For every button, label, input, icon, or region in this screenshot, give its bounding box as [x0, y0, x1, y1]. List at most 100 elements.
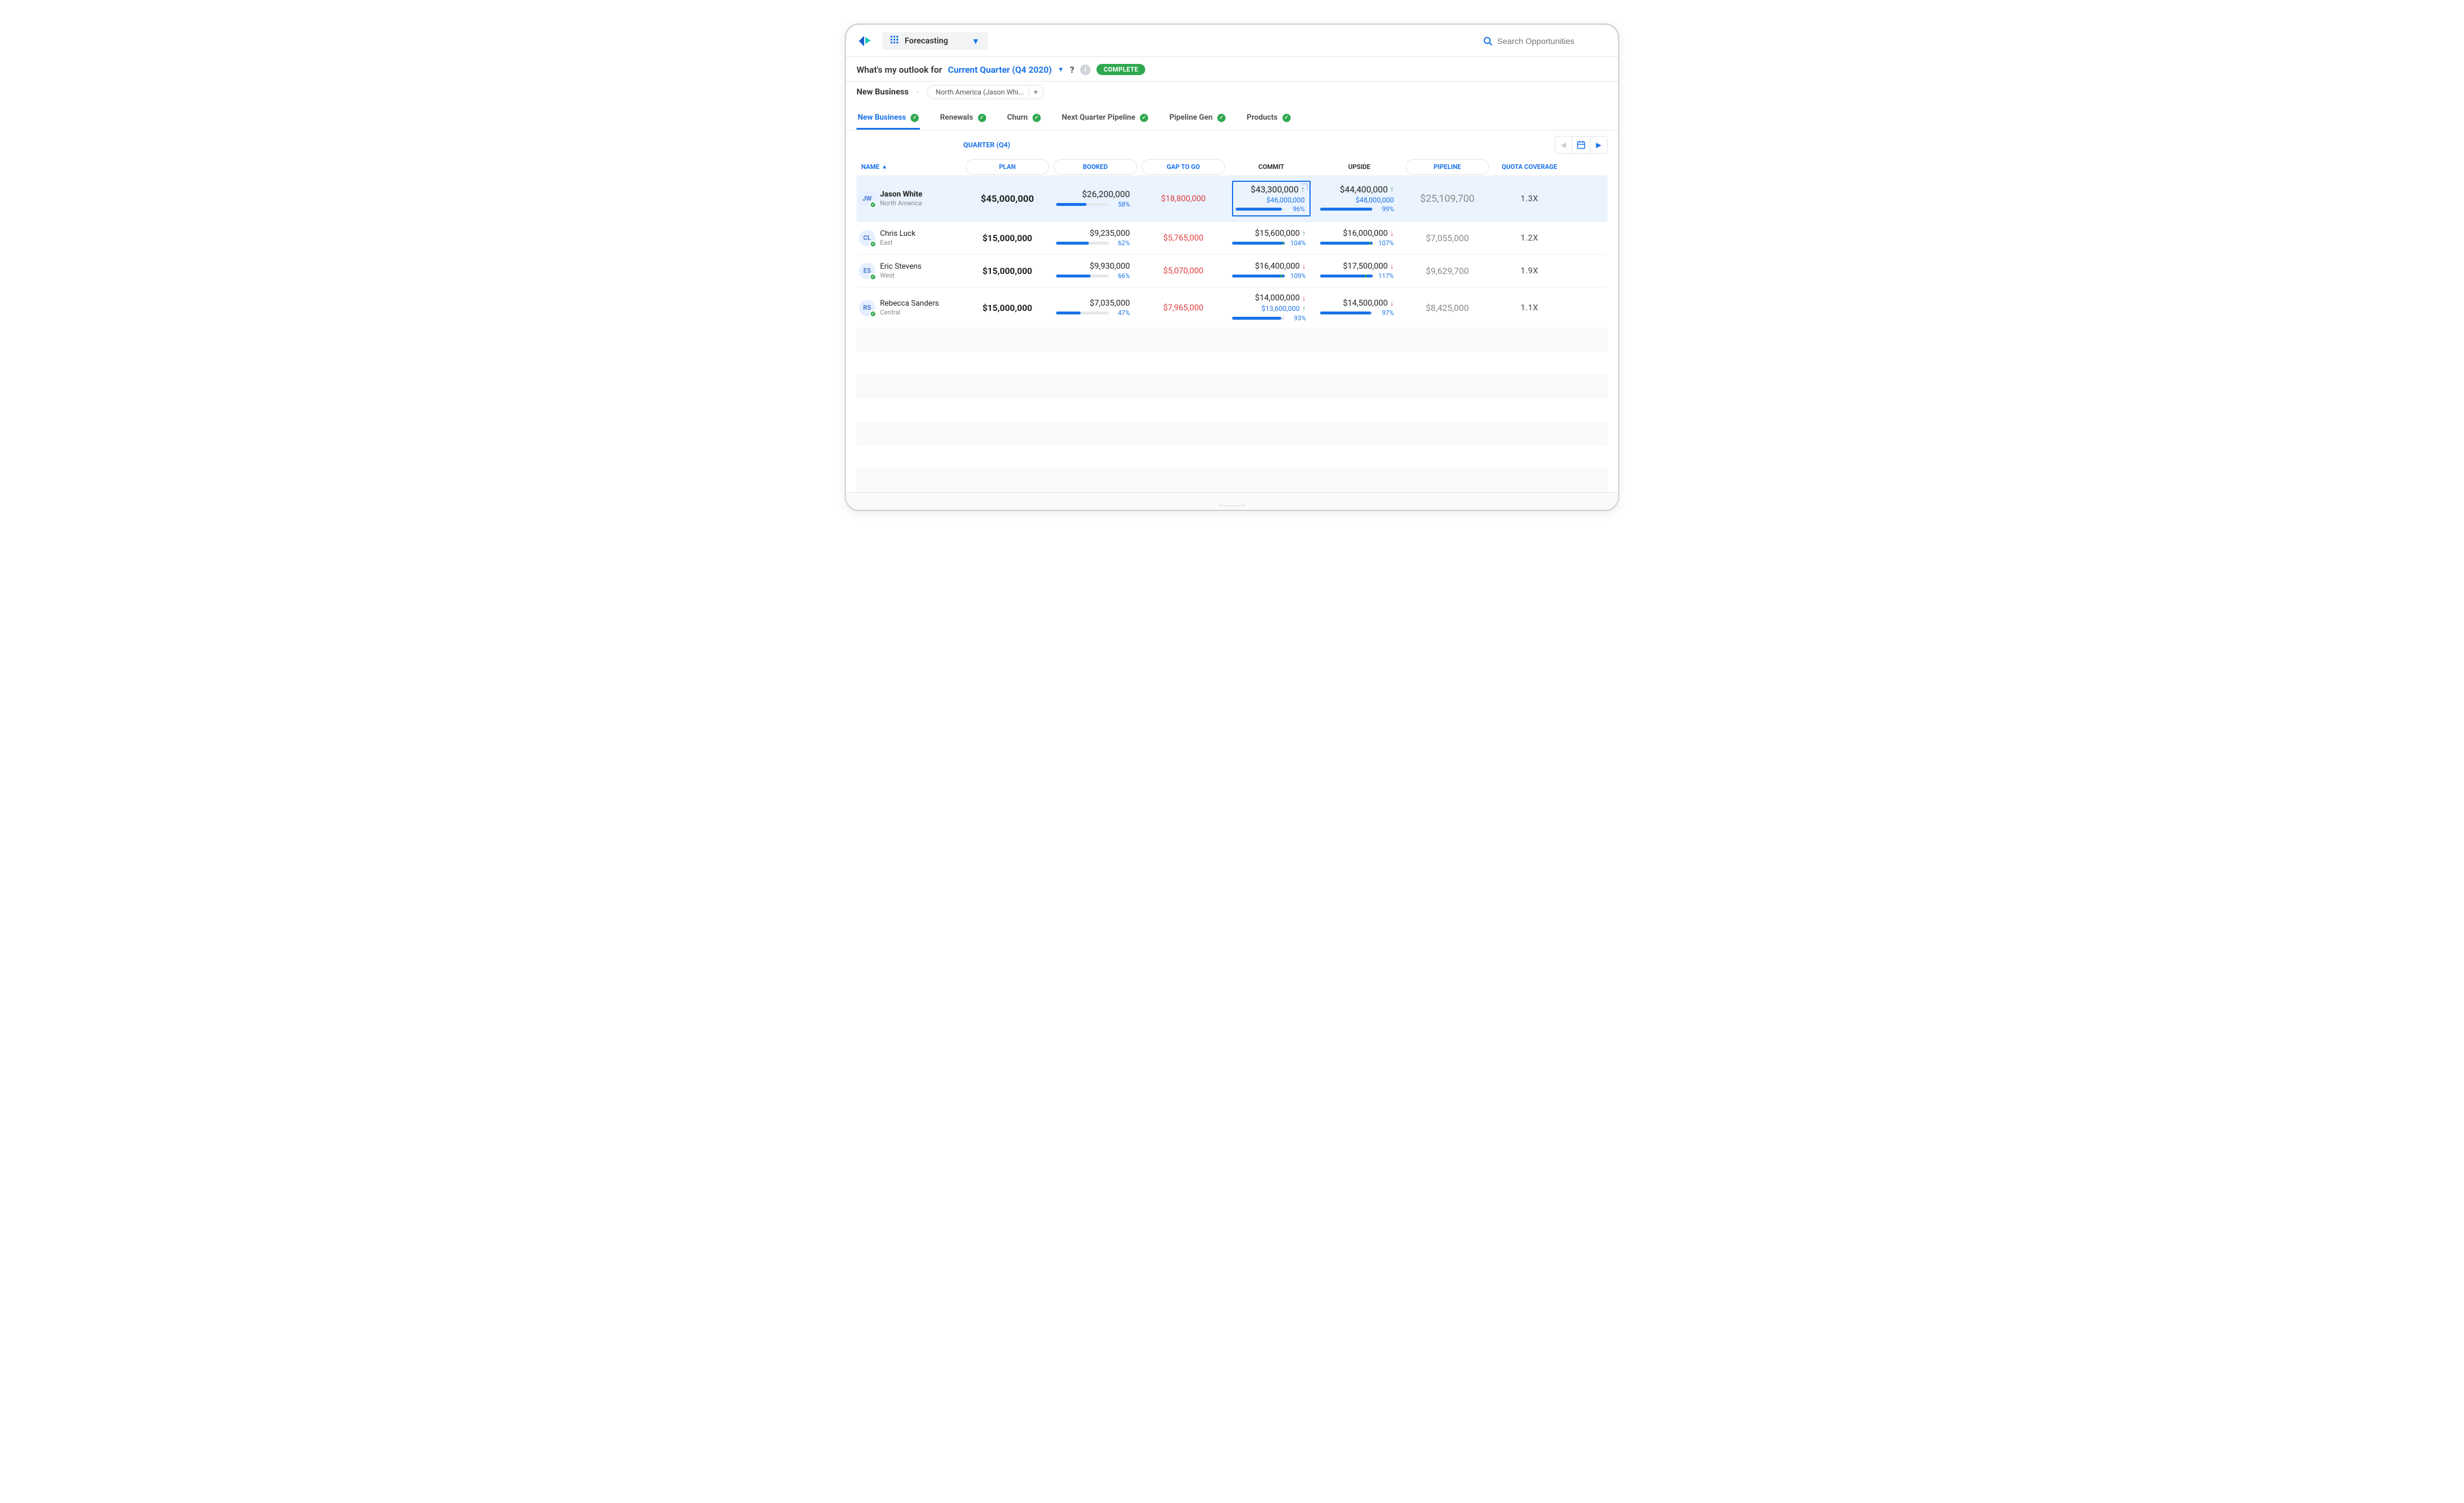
- period-controls: ◀ ▶: [1555, 136, 1607, 154]
- arrow-up-icon: ↑: [1390, 185, 1395, 194]
- progress-pct: 58%: [1112, 201, 1130, 208]
- check-icon: ✓: [869, 310, 876, 317]
- search-input[interactable]: [1497, 36, 1603, 46]
- progress-pct: 93%: [1288, 314, 1306, 322]
- cell-plan: $15,000,000: [963, 300, 1051, 316]
- person-region: North America: [880, 199, 922, 207]
- commit-cell[interactable]: $16,400,000↓ 109%: [1231, 262, 1312, 280]
- tab-next-quarter-pipeline[interactable]: Next Quarter Pipeline✓: [1061, 107, 1149, 130]
- cell-upside: $14,500,000↓ 97%: [1315, 296, 1403, 319]
- status-badge: COMPLETE: [1096, 64, 1145, 75]
- cell-gap: $18,800,000: [1139, 192, 1227, 206]
- calendar-icon: [1576, 140, 1586, 150]
- col-booked[interactable]: BOOKED: [1054, 159, 1137, 175]
- commit-cell[interactable]: $43,300,000↑ $46,000,000 96%: [1232, 181, 1311, 216]
- filter-row: New Business • North America (Jason Whi.…: [857, 82, 1607, 107]
- table-header: NAME▴ PLAN BOOKED GAP TO GO COMMIT UPSID…: [857, 158, 1607, 175]
- progress-pct: 99%: [1376, 205, 1394, 213]
- empty-rows: [857, 328, 1607, 492]
- cell-quota: 1.9X: [1491, 264, 1568, 278]
- progress-bar: [1056, 203, 1109, 206]
- col-upside[interactable]: UPSIDE: [1315, 158, 1403, 175]
- arrow-down-icon: ↓: [1390, 262, 1395, 271]
- cell-gap: $5,765,000: [1139, 231, 1227, 245]
- outlook-prefix: What's my outlook for: [857, 65, 942, 75]
- cell-quota: 1.2X: [1491, 231, 1568, 245]
- cell-booked: $9,930,000 66%: [1051, 259, 1139, 282]
- region-select-value: North America (Jason Whi...: [936, 88, 1024, 96]
- cell-name: RS✓ Rebecca Sanders Central: [857, 297, 963, 319]
- progress-pct: 107%: [1376, 239, 1394, 247]
- progress-pct: 104%: [1288, 239, 1306, 247]
- person-region: West: [880, 272, 922, 279]
- prev-button[interactable]: ◀: [1555, 136, 1572, 154]
- table-row[interactable]: RS✓ Rebecca Sanders Central $15,000,000 …: [857, 287, 1607, 328]
- bottom-bar: [846, 492, 1618, 510]
- tab-churn[interactable]: Churn✓: [1006, 107, 1042, 130]
- check-icon: ✓: [978, 114, 986, 122]
- check-icon: ✓: [1282, 114, 1291, 122]
- topbar: Forecasting ▼: [857, 32, 1607, 56]
- check-icon: ✓: [1217, 114, 1226, 122]
- progress-bar: [1232, 275, 1285, 277]
- search-icon: [1483, 36, 1492, 46]
- cell-name: JW✓ Jason White North America: [857, 188, 963, 209]
- table-body: JW✓ Jason White North America $45,000,00…: [857, 175, 1607, 328]
- dot-separator: •: [917, 89, 919, 96]
- calendar-button[interactable]: [1572, 136, 1590, 154]
- tab-renewals[interactable]: Renewals✓: [939, 107, 987, 130]
- table-row[interactable]: CL✓ Chris Luck East $15,000,000 $9,235,0…: [857, 221, 1607, 254]
- person-name: Rebecca Sanders: [880, 299, 939, 309]
- col-plan[interactable]: PLAN: [966, 159, 1049, 175]
- progress-bar: [1320, 242, 1373, 245]
- col-name[interactable]: NAME▴: [857, 158, 963, 175]
- table-row[interactable]: ES✓ Eric Stevens West $15,000,000 $9,930…: [857, 254, 1607, 287]
- tab-products[interactable]: Products✓: [1245, 107, 1292, 130]
- tablet-frame: Forecasting ▼ What's my outlook for Curr…: [845, 23, 1619, 511]
- progress-bar: [1232, 242, 1285, 245]
- cell-commit-wrap: $43,300,000↑ $46,000,000 96%: [1227, 180, 1315, 218]
- table-row[interactable]: JW✓ Jason White North America $45,000,00…: [857, 175, 1607, 221]
- info-icon[interactable]: i: [1080, 65, 1091, 75]
- period-caret-icon[interactable]: ▼: [1058, 66, 1064, 73]
- arrow-down-icon: ↓: [1390, 299, 1395, 308]
- app-switcher[interactable]: Forecasting ▼: [882, 32, 988, 50]
- cell-pipeline: $8,425,000: [1403, 300, 1491, 316]
- next-button[interactable]: ▶: [1590, 136, 1607, 154]
- apps-grid-icon: [891, 36, 899, 46]
- avatar: JW✓: [859, 191, 875, 207]
- forecast-table: NAME▴ PLAN BOOKED GAP TO GO COMMIT UPSID…: [857, 158, 1607, 492]
- col-quota[interactable]: QUOTA COVERAGE: [1491, 158, 1568, 175]
- period-header: QUARTER (Q4) ◀ ▶: [857, 130, 1607, 158]
- check-icon: ✓: [911, 114, 919, 122]
- progress-pct: 96%: [1287, 205, 1305, 213]
- period-label: QUARTER (Q4): [963, 141, 1010, 149]
- tab-new-business[interactable]: New Business✓: [857, 107, 920, 130]
- cell-commit-wrap: $16,400,000↓ 109%: [1227, 259, 1315, 282]
- progress-bar: [1236, 208, 1284, 211]
- app-container: Forecasting ▼ What's my outlook for Curr…: [846, 25, 1618, 492]
- cell-booked: $26,200,000 58%: [1051, 187, 1139, 211]
- progress-pct: 97%: [1376, 309, 1394, 317]
- tab-pipeline-gen[interactable]: Pipeline Gen✓: [1168, 107, 1227, 130]
- cell-quota: 1.3X: [1491, 192, 1568, 206]
- arrow-up-icon: ↑: [1302, 304, 1307, 313]
- col-pipeline[interactable]: PIPELINE: [1406, 159, 1489, 175]
- progress-pct: 117%: [1376, 272, 1394, 280]
- progress-pct: 47%: [1112, 309, 1130, 317]
- col-gap[interactable]: GAP TO GO: [1142, 159, 1225, 175]
- arrow-down-icon: ↓: [1302, 262, 1307, 271]
- check-icon: ✓: [1140, 114, 1148, 122]
- progress-bar: [1056, 242, 1109, 245]
- arrow-down-icon: ↓: [1302, 293, 1307, 303]
- commit-cell[interactable]: $15,600,000↑ 104%: [1231, 229, 1312, 247]
- commit-cell[interactable]: $14,000,000↓ $13,600,000↑ 93%: [1231, 293, 1312, 322]
- region-select[interactable]: North America (Jason Whi... ▾: [927, 85, 1044, 99]
- person-region: East: [880, 239, 915, 246]
- period-link[interactable]: Current Quarter (Q4 2020): [948, 65, 1052, 75]
- check-icon: ✓: [869, 201, 876, 208]
- cell-name: CL✓ Chris Luck East: [857, 227, 963, 249]
- avatar: ES✓: [859, 263, 875, 279]
- search-box[interactable]: [1478, 34, 1607, 48]
- col-commit[interactable]: COMMIT: [1227, 158, 1315, 175]
